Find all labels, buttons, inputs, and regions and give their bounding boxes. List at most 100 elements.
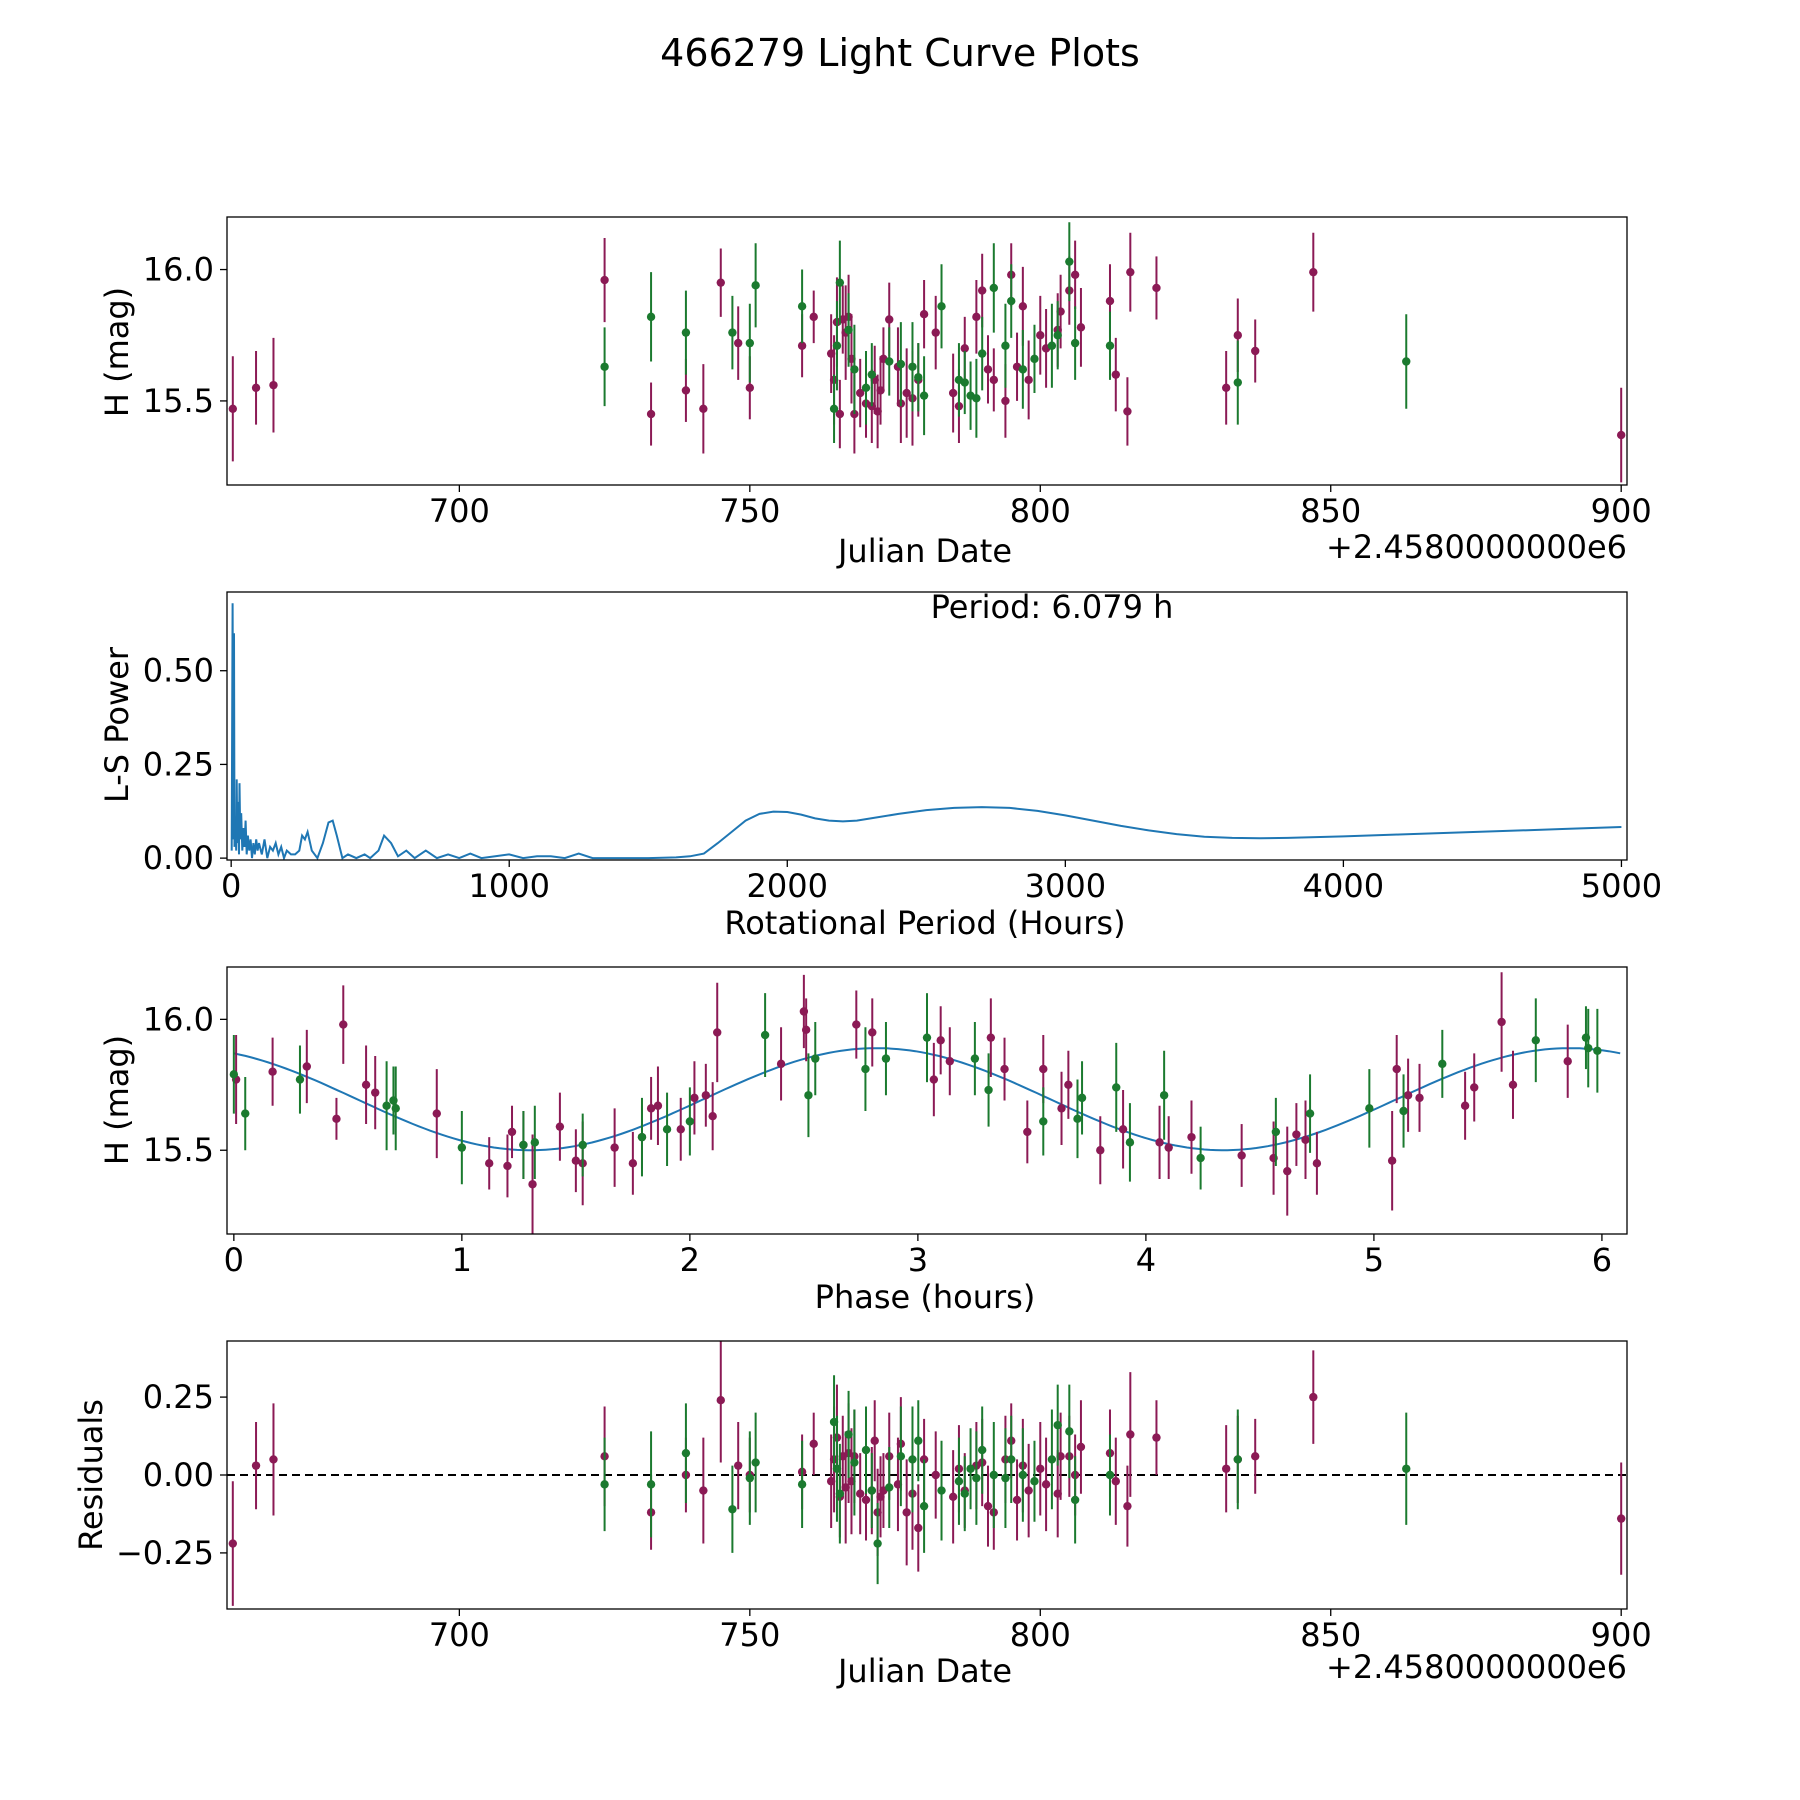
residuals-green-point bbox=[681, 1448, 691, 1458]
residuals-x-label: Julian Date bbox=[836, 1652, 1012, 1690]
phased-curve-purple-point bbox=[1164, 1143, 1173, 1152]
light-curve-green-point bbox=[1070, 338, 1080, 348]
phased-curve-purple-point bbox=[708, 1112, 717, 1121]
phased-curve-green-point bbox=[1305, 1109, 1315, 1118]
light-curve-green-point bbox=[844, 325, 853, 335]
phased-curve-x-tick-label: 3 bbox=[908, 1241, 928, 1279]
light-curve-green-point bbox=[1065, 257, 1074, 266]
phased-curve-green-point bbox=[457, 1143, 467, 1152]
periodogram-x-tick-label: 3000 bbox=[1025, 867, 1106, 905]
phased-curve-y-tick-label: 15.5 bbox=[143, 1131, 214, 1169]
light-curve-x-tick-label: 800 bbox=[1010, 492, 1071, 530]
periodogram-y-tick-label: 0.25 bbox=[143, 745, 214, 783]
figure-title: 466279 Light Curve Plots bbox=[660, 31, 1140, 75]
residuals-y-tick-label: 0.25 bbox=[143, 1378, 214, 1416]
light-curve-x-label: Julian Date bbox=[836, 532, 1012, 570]
phased-curve-purple-point bbox=[1039, 1064, 1048, 1074]
light-curve-purple-point bbox=[983, 365, 993, 374]
light-curve-purple-point bbox=[1105, 296, 1115, 306]
residuals-green-point bbox=[745, 1473, 755, 1483]
phased-curve-green-point bbox=[519, 1140, 528, 1150]
phased-curve-purple-point bbox=[528, 1180, 537, 1189]
periodogram-x-tick-label: 4000 bbox=[1303, 867, 1384, 905]
residuals-green-point bbox=[1402, 1464, 1411, 1473]
phased-curve-panel: 0 1 2 3 4 5 6 15.5 16.0 Phase (hours) H (mag) bbox=[98, 966, 1628, 1316]
phased-curve-purple-point bbox=[1563, 1057, 1572, 1066]
phased-curve-green-point bbox=[1196, 1153, 1205, 1163]
light-curve-purple-point bbox=[977, 286, 987, 295]
phased-curve-green-point bbox=[530, 1138, 540, 1147]
phased-curve-purple-point bbox=[555, 1122, 565, 1131]
phased-curve-green-point bbox=[1125, 1138, 1135, 1147]
light-curve-purple-point bbox=[1221, 383, 1231, 392]
phased-curve-green-point bbox=[229, 1070, 239, 1079]
phased-curve-purple-point bbox=[1403, 1091, 1413, 1100]
light-curve-purple-point bbox=[1233, 331, 1242, 340]
light-curve-purple-point bbox=[1309, 267, 1318, 277]
phased-curve-purple-point bbox=[929, 1075, 939, 1084]
residuals-green-point bbox=[646, 1480, 656, 1489]
light-curve-purple-point bbox=[734, 338, 743, 348]
residuals-purple-point bbox=[931, 1470, 940, 1480]
light-curve-green-point bbox=[728, 328, 737, 337]
residuals-green-point bbox=[1053, 1420, 1062, 1430]
residuals-data-layer bbox=[227, 1341, 1627, 1606]
light-curve-green-point bbox=[1047, 341, 1057, 350]
light-curve-purple-point bbox=[809, 312, 818, 322]
residuals-purple-point bbox=[861, 1495, 871, 1505]
residuals-green-point bbox=[1047, 1455, 1057, 1464]
phased-curve-x-tick-label: 2 bbox=[680, 1241, 700, 1279]
light-curve-green-point bbox=[1018, 365, 1028, 374]
phased-curve-purple-point bbox=[1292, 1130, 1301, 1139]
light-curve-purple-point bbox=[1024, 375, 1033, 385]
phased-curve-green-point bbox=[1438, 1059, 1447, 1069]
light-curve-green-point bbox=[797, 302, 807, 311]
phased-curve-purple-point bbox=[1118, 1125, 1128, 1134]
light-curve-green-point bbox=[896, 359, 906, 369]
periodogram-y-tick-label: 0.50 bbox=[143, 652, 214, 690]
phased-curve-green-point bbox=[1271, 1127, 1281, 1137]
residuals-purple-point bbox=[1309, 1392, 1318, 1402]
residuals-purple-point bbox=[1616, 1514, 1626, 1523]
residuals-purple-point bbox=[902, 1508, 911, 1517]
phased-curve-purple-point bbox=[936, 1036, 945, 1045]
residuals-green-point bbox=[896, 1452, 906, 1461]
light-curve-purple-point bbox=[1616, 430, 1626, 440]
residuals-green-point bbox=[797, 1480, 807, 1489]
phased-curve-green-point bbox=[881, 1054, 891, 1063]
light-curve-green-point bbox=[850, 365, 859, 374]
phased-curve-purple-point bbox=[801, 1025, 811, 1035]
residuals-y-label: Residuals bbox=[72, 1399, 110, 1551]
phased-curve-data-layer bbox=[229, 972, 1621, 1234]
phased-curve-green-point bbox=[637, 1132, 647, 1142]
phased-curve-green-point bbox=[922, 1033, 932, 1042]
light-curve-green-point bbox=[960, 378, 969, 387]
phased-curve-purple-point bbox=[1392, 1064, 1401, 1074]
light-curve-green-point bbox=[1030, 354, 1039, 364]
periodogram-x-tick-label: 2000 bbox=[747, 867, 828, 905]
light-curve-purple-point bbox=[716, 278, 725, 287]
light-curve-purple-point bbox=[885, 315, 894, 324]
residuals-green-point bbox=[1007, 1455, 1016, 1464]
phased-curve-purple-point bbox=[1237, 1151, 1246, 1160]
residuals-plot-area: 700 750 800 850 900 −0.25 0.00 0.25 bbox=[116, 1340, 1652, 1654]
light-curve-green-point bbox=[745, 338, 755, 348]
light-curve-purple-point bbox=[269, 380, 278, 390]
light-curve-green-point bbox=[914, 373, 923, 382]
periodogram-plot-area: 0 1000 2000 3000 4000 5000 0.00 0.25 0.50 bbox=[143, 591, 1662, 905]
residuals-offset-text: +2.4580000000e6 bbox=[1326, 1648, 1627, 1686]
light-curve-purple-point bbox=[948, 388, 958, 398]
light-curve-frame bbox=[226, 216, 1628, 486]
phased-curve-green-point bbox=[1159, 1091, 1169, 1100]
phased-curve-green-point bbox=[578, 1140, 587, 1150]
residuals-purple-point bbox=[1041, 1480, 1051, 1489]
residuals-green-point bbox=[850, 1458, 859, 1467]
periodogram-frame bbox=[226, 591, 1628, 861]
phased-curve-purple-point bbox=[432, 1109, 441, 1118]
phased-curve-purple-point bbox=[268, 1067, 277, 1076]
phased-curve-green-point bbox=[382, 1101, 391, 1110]
phased-curve-x-tick-label: 0 bbox=[224, 1241, 244, 1279]
phased-curve-purple-point bbox=[485, 1159, 494, 1168]
phased-curve-purple-point bbox=[1057, 1104, 1066, 1113]
light-curve-purple-point bbox=[972, 312, 981, 322]
